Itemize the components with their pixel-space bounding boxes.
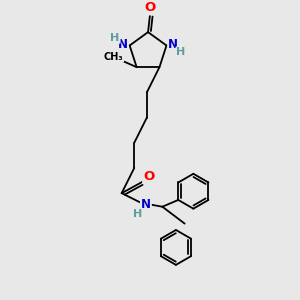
- Text: H: H: [110, 33, 120, 43]
- Text: O: O: [143, 170, 154, 183]
- Text: O: O: [144, 2, 156, 14]
- Text: H: H: [176, 47, 186, 57]
- Text: N: N: [168, 38, 178, 51]
- Text: N: N: [118, 38, 128, 51]
- Text: N: N: [141, 198, 151, 211]
- Text: H: H: [133, 208, 142, 218]
- Text: CH₃: CH₃: [103, 52, 123, 61]
